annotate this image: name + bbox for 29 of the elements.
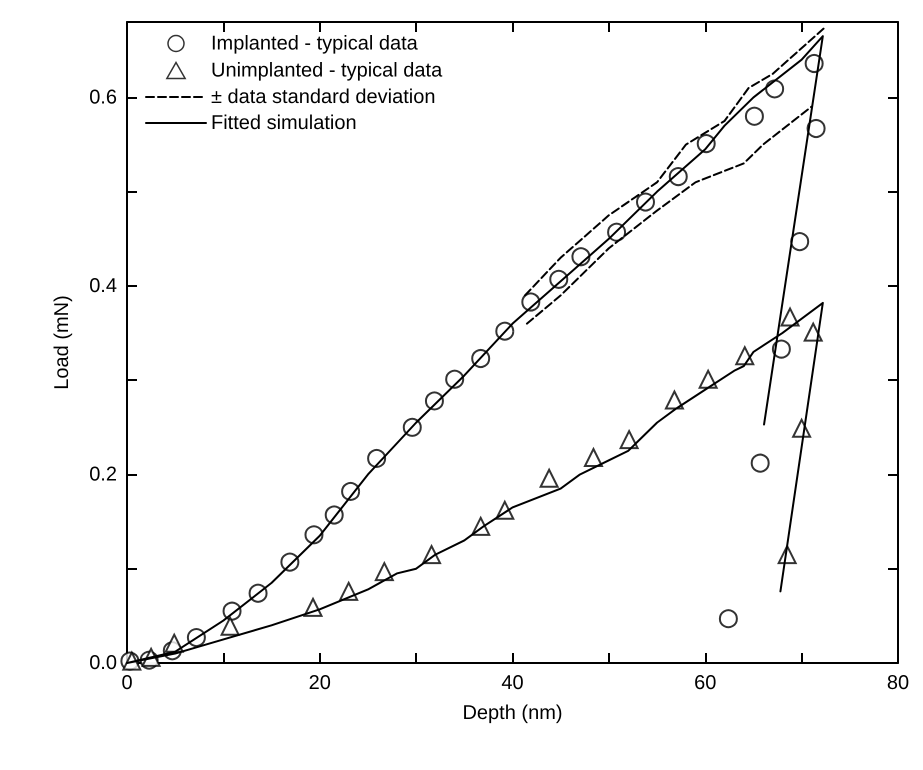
legend-label: ± data standard deviation xyxy=(211,86,436,108)
point xyxy=(718,609,738,628)
point xyxy=(804,322,823,342)
x-tick-label: 60 xyxy=(694,672,716,694)
point xyxy=(374,562,394,582)
legend-label: Implanted - typical data xyxy=(211,32,419,54)
y-axis-title: Load (mN) xyxy=(51,295,73,390)
point xyxy=(584,448,603,468)
x-tick-label: 40 xyxy=(501,672,524,694)
point xyxy=(806,119,826,138)
x-tick-label: 80 xyxy=(886,672,910,694)
point xyxy=(664,390,684,410)
point xyxy=(540,468,559,488)
point xyxy=(790,232,810,252)
point xyxy=(750,454,770,473)
x-tick-label: 20 xyxy=(308,672,331,694)
point xyxy=(620,430,639,450)
x-tick-label: 0 xyxy=(121,672,133,694)
legend-label: Fitted simulation xyxy=(211,112,357,134)
y-tick-label: 0.4 xyxy=(89,274,117,297)
x-axis-title: Depth (nm) xyxy=(462,702,563,724)
point xyxy=(780,308,800,327)
y-tick-label: 0.0 xyxy=(89,652,117,674)
y-tick-label: 0.6 xyxy=(89,86,117,108)
point xyxy=(744,106,764,126)
legend-label: Unimplanted - typical data xyxy=(211,60,444,82)
y-tick-label: 0.2 xyxy=(89,463,117,486)
point xyxy=(765,79,784,98)
point xyxy=(220,616,240,636)
